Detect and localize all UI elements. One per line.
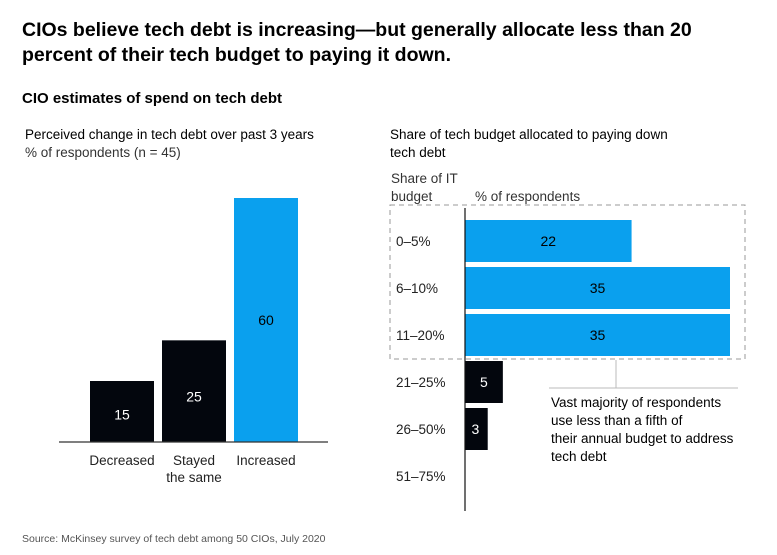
category-label: Increased [236,453,295,468]
data-label: 60 [258,312,274,328]
category-label: Decreased [89,453,154,468]
left-chart-header: Perceived change in tech debt over past … [25,126,314,162]
bar-11–20% [465,314,730,356]
bar-stayed-the-same [162,340,226,442]
annotation: Vast majority of respondents use less th… [551,394,733,466]
chart-subtitle: CIO estimates of spend on tech debt [22,90,283,107]
annotation-line: Vast majority of respondents [551,395,722,410]
right-chart-ylabel: Share of IT budget [391,170,458,206]
bar-26–50% [465,408,488,450]
annotation-line: their annual budget to address [551,431,734,446]
category-label: 6–10% [396,281,438,296]
left-chart-title: Perceived change in tech debt over past … [25,127,314,142]
category-label: 26–50% [396,422,446,437]
category-label: the same [166,470,222,485]
category-label: Stayed [173,453,215,468]
data-label: 3 [471,421,479,437]
bar-decreased [90,381,154,442]
category-label: 0–5% [396,234,431,249]
annotation-line: use less than a fifth of [551,413,683,428]
data-label: 35 [590,280,606,296]
left-chart-ylabel: % of respondents (n = 45) [25,145,181,160]
category-label: 51–75% [396,469,446,484]
bar-6–10% [465,267,730,309]
right-chart-xlabel: % of respondents [475,189,581,204]
data-label: 35 [590,327,606,343]
page-title: CIOs believe tech debt is increasing—but… [22,19,692,66]
ylabel-line: budget [391,189,433,204]
bar-0–5% [465,220,632,262]
source-note: Source: McKinsey survey of tech debt amo… [22,533,326,545]
data-label: 22 [540,233,556,249]
right-chart-title: Share of tech budget allocated to paying… [390,126,668,162]
data-label: 25 [186,388,202,404]
right-chart-title-line: Share of tech budget allocated to paying… [390,127,668,142]
annotation-line: tech debt [551,449,607,464]
ylabel-line: Share of IT [391,171,458,186]
highlight-box [389,204,746,360]
category-label: 21–25% [396,375,446,390]
category-label: 11–20% [396,328,445,343]
bar-21–25% [465,361,503,403]
bar-increased [234,198,298,442]
data-label: 15 [114,407,130,423]
data-label: 5 [480,374,488,390]
right-chart-title-line: tech debt [390,145,446,160]
